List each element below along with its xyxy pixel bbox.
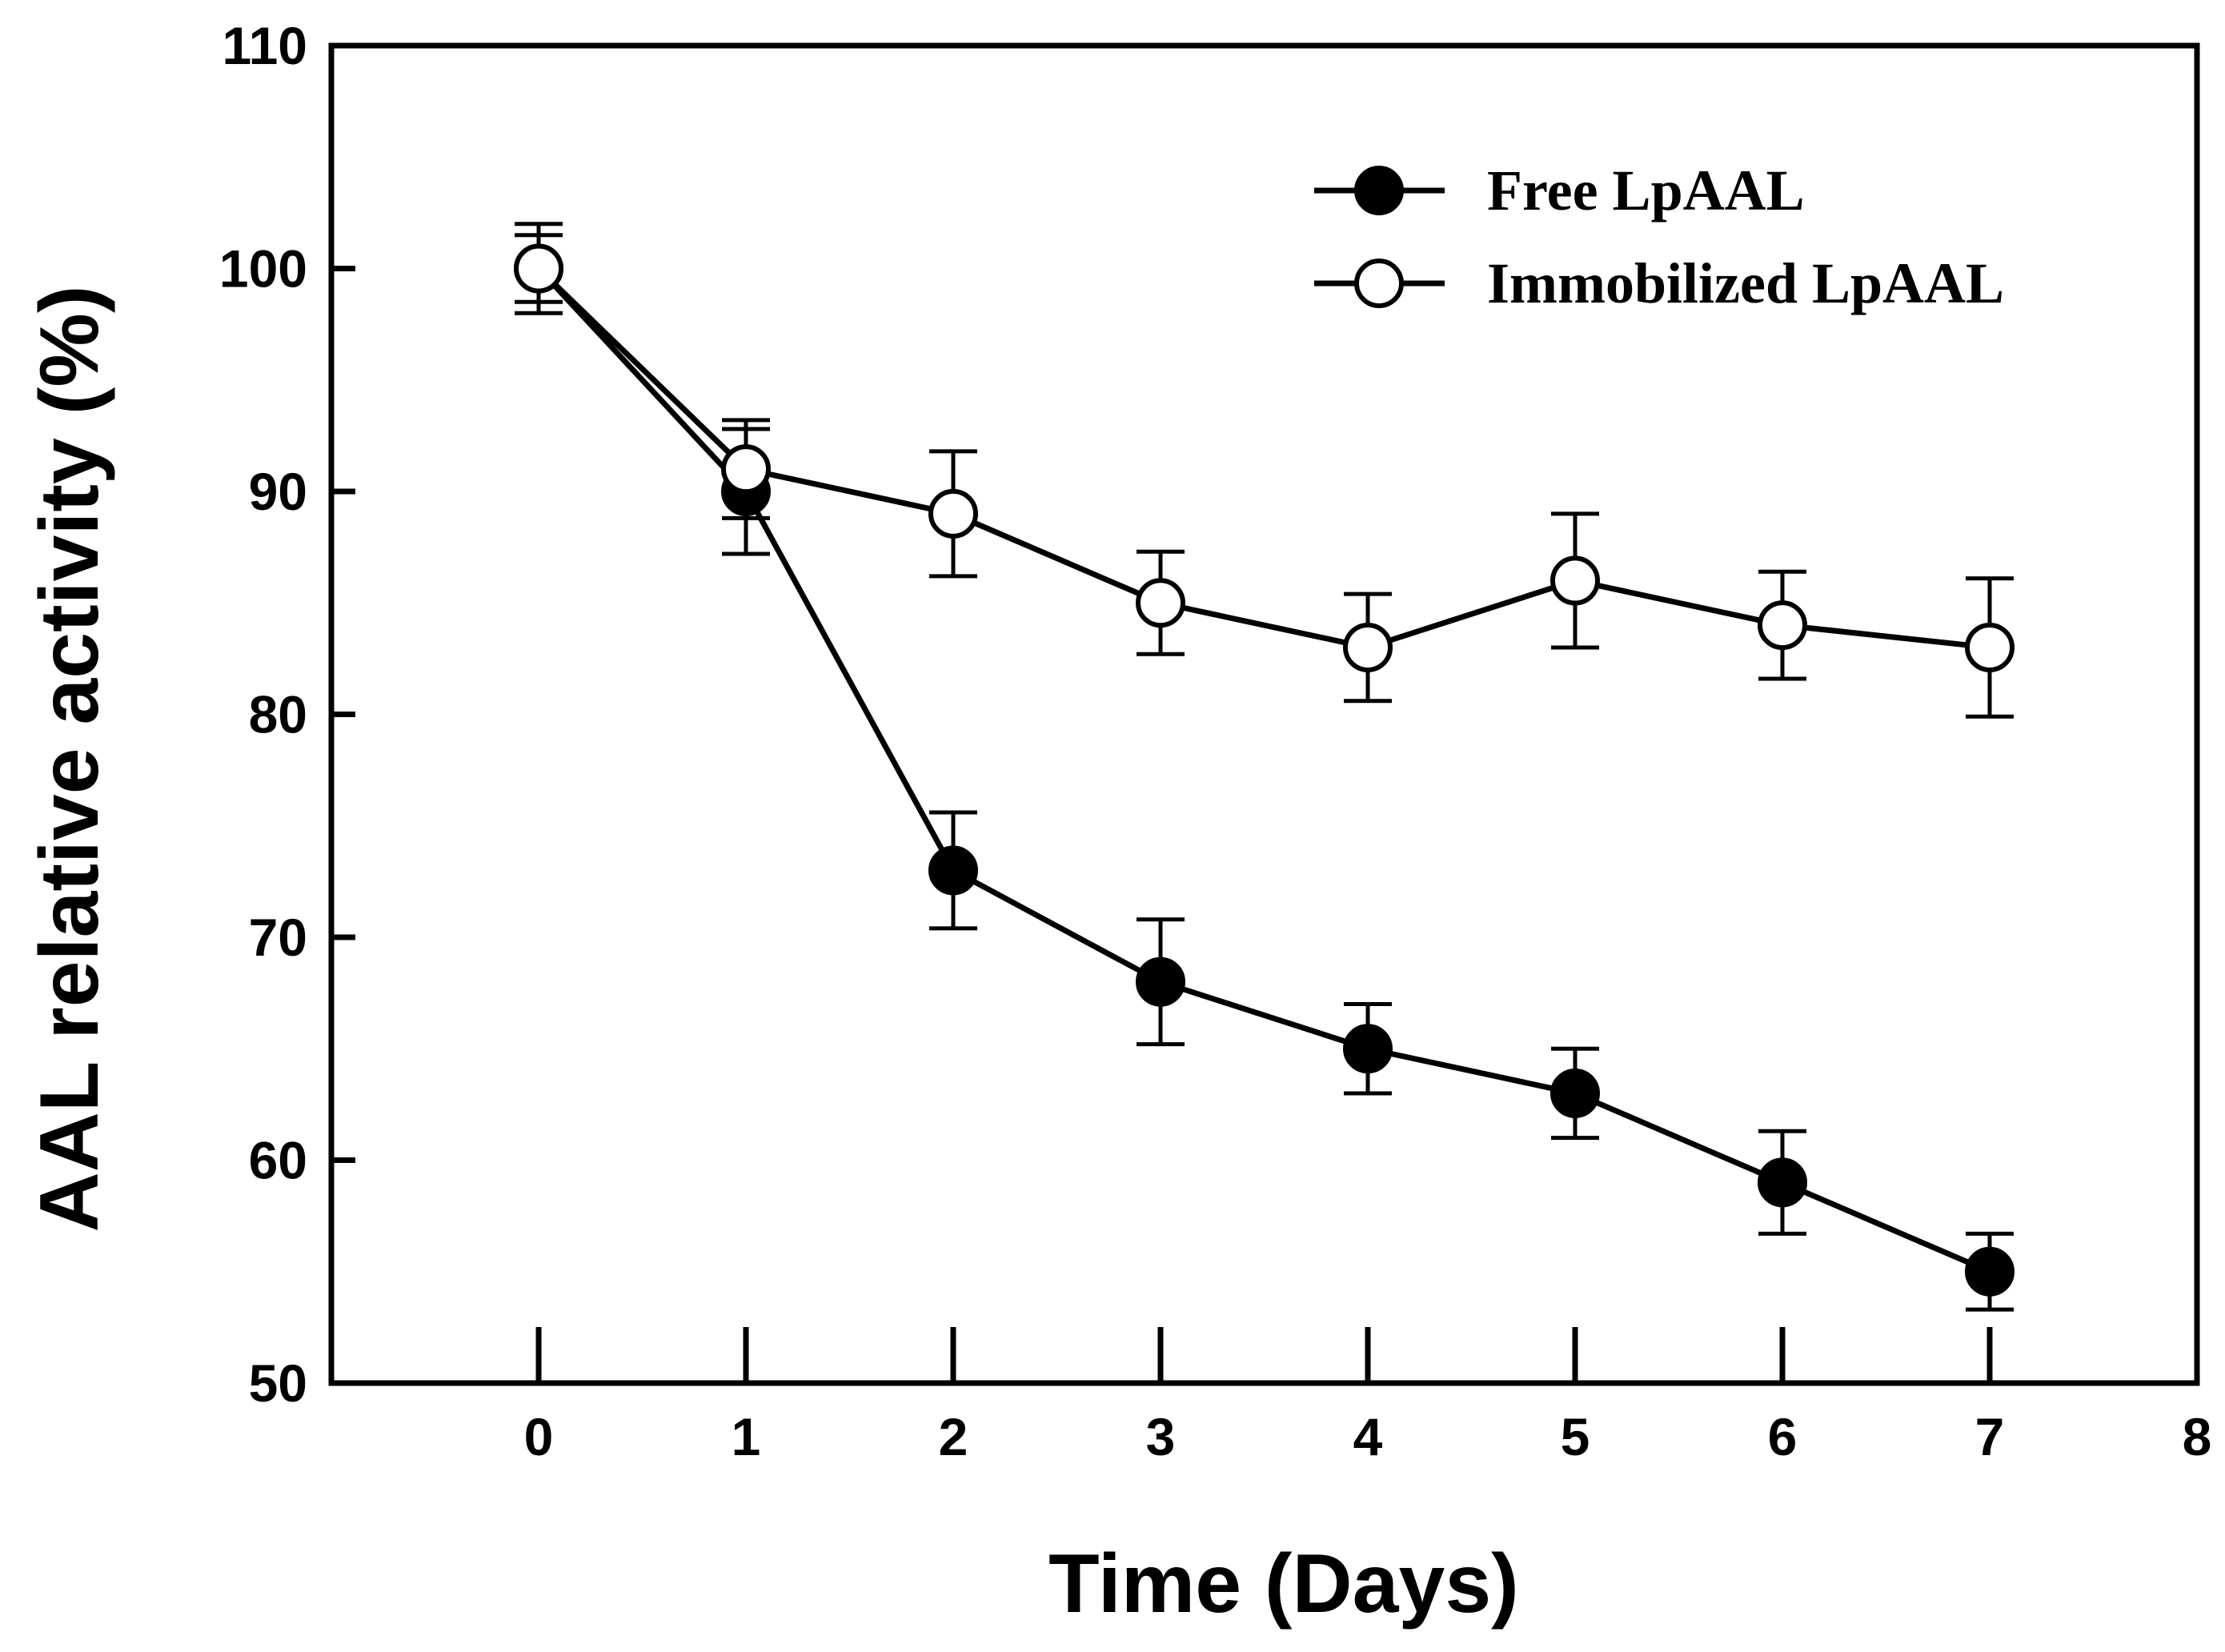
legend-marker — [1354, 166, 1404, 215]
x-tick-label-0: 0 — [524, 1407, 554, 1466]
x-tick-label-4: 4 — [1353, 1407, 1383, 1466]
x-tick-label-8: 8 — [2183, 1407, 2212, 1466]
series-layer — [514, 222, 2015, 1312]
data-point — [1550, 555, 1600, 606]
series-immobilized-lpaal — [514, 233, 2015, 719]
y-tick-label-90: 90 — [249, 462, 307, 521]
legend-marker — [1354, 259, 1404, 308]
x-tick-label-6: 6 — [1768, 1407, 1798, 1466]
data-point — [721, 444, 771, 495]
data-point — [1343, 1024, 1393, 1074]
legend-label: Immobilized LpAAL — [1487, 251, 2004, 315]
y-tick-label-50: 50 — [249, 1353, 307, 1413]
data-point — [1965, 622, 2015, 672]
x-tick-label-1: 1 — [732, 1407, 761, 1466]
axes-layer: 50 60 70 80 90 100 110 0 1 2 3 4 5 6 7 8 — [219, 16, 2211, 1466]
data-point — [1136, 578, 1185, 628]
y-tick-label-60: 60 — [249, 1131, 307, 1190]
data-point — [1343, 622, 1393, 672]
x-tick-label-7: 7 — [1975, 1407, 2005, 1466]
legend-label: Free LpAAL — [1487, 158, 1805, 223]
data-point — [514, 243, 563, 294]
data-point — [1758, 1157, 1807, 1208]
series-line — [536, 266, 1990, 651]
data-point — [928, 845, 978, 896]
data-point — [1758, 600, 1807, 651]
y-tick-label-80: 80 — [249, 685, 307, 744]
series-free-lpaal — [514, 222, 2015, 1312]
y-tick-label-110: 110 — [222, 16, 307, 75]
data-point — [1136, 956, 1185, 1007]
y-axis-title: AAL relative activity (%) — [23, 286, 116, 1233]
data-point — [1965, 1246, 2015, 1297]
x-tick-label-3: 3 — [1146, 1407, 1176, 1466]
plot-frame — [328, 42, 2200, 1386]
x-tick-label-2: 2 — [939, 1407, 968, 1466]
x-tick-label-5: 5 — [1561, 1407, 1590, 1466]
legend: Free LpAAL Immobilized LpAAL — [1314, 158, 2004, 315]
series-line — [536, 267, 1991, 1274]
legend-item-free-lpaal: Free LpAAL — [1314, 158, 1805, 223]
data-point — [1550, 1068, 1600, 1118]
y-tick-label-100: 100 — [219, 239, 307, 299]
y-tick-label-70: 70 — [249, 908, 307, 967]
x-axis-title: Time (Days) — [1048, 1538, 1519, 1630]
legend-item-immobilized-lpaal: Immobilized LpAAL — [1314, 251, 2004, 315]
data-point — [928, 488, 978, 539]
